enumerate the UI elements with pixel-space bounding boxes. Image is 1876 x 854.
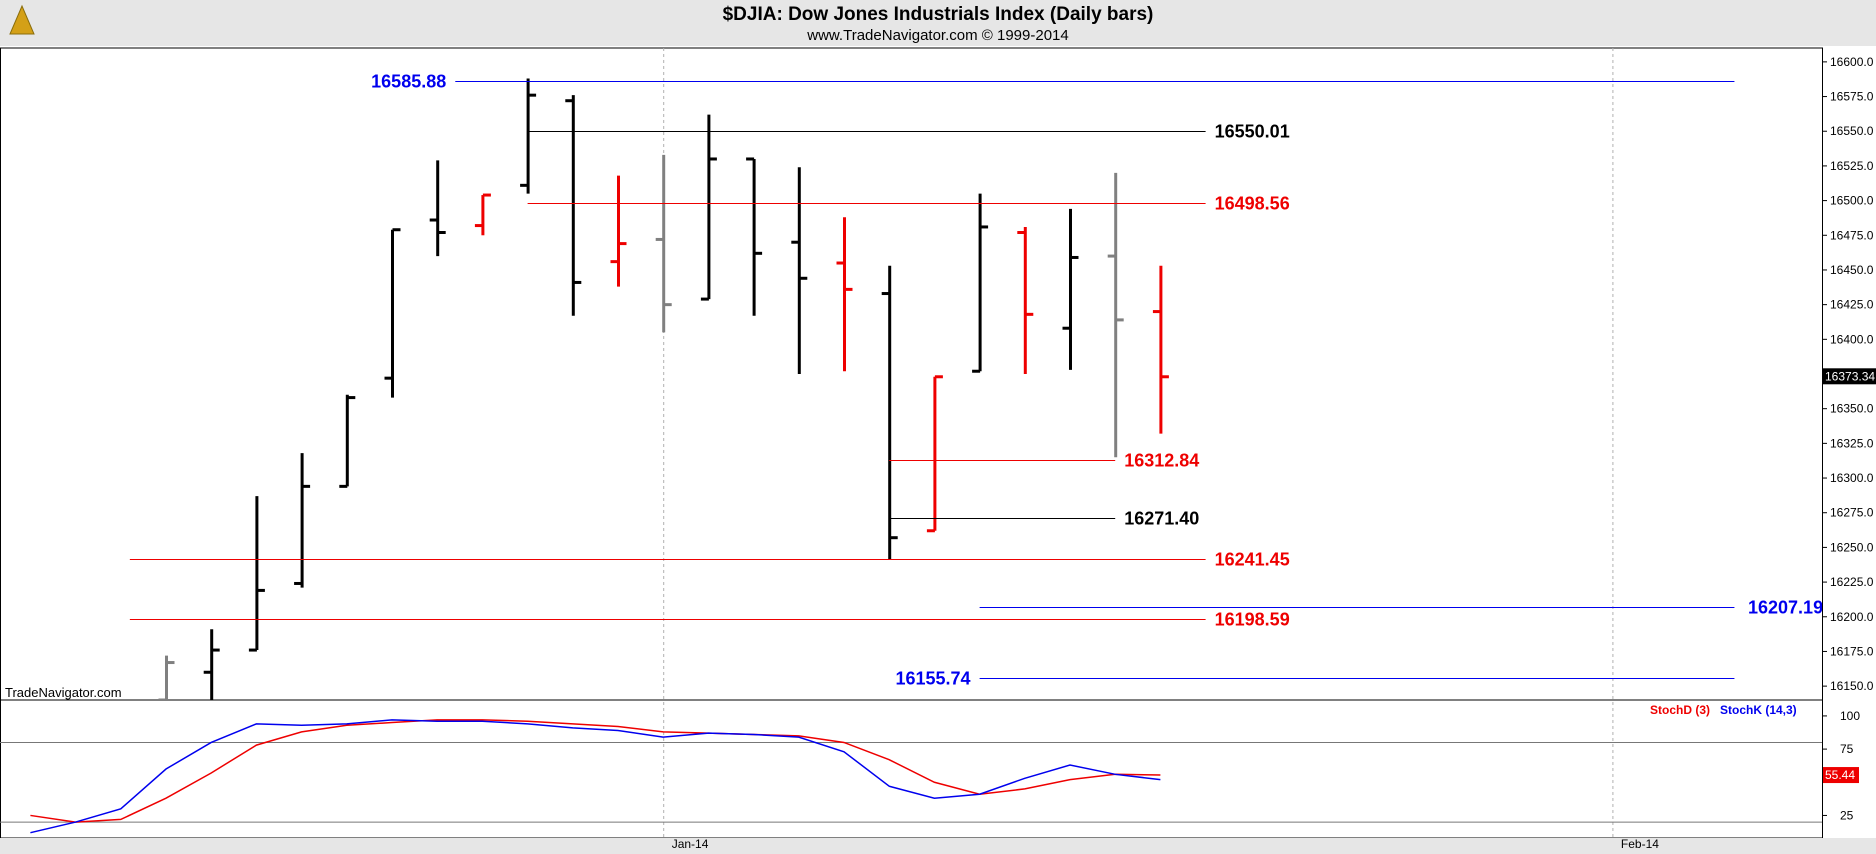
y-tick-label: 16425.0 [1830, 298, 1874, 312]
price-level-label: 16241.45 [1215, 550, 1290, 570]
ohlc-bar [700, 114, 717, 301]
price-level-label: 16312.84 [1124, 451, 1199, 471]
stoch-y-tick-label: 25 [1840, 808, 1854, 822]
y-tick-label: 16350.0 [1830, 402, 1874, 416]
price-level-label: 16498.56 [1215, 194, 1290, 214]
header-band [0, 0, 1876, 46]
ohlc-bar [1107, 172, 1124, 458]
y-tick-label: 16550.0 [1830, 124, 1874, 138]
price-level-label: 16198.59 [1215, 610, 1290, 630]
last-price-badge [1823, 368, 1876, 385]
ohlc-bar [158, 655, 175, 700]
stoch-last-label: 55.44 [1825, 768, 1855, 782]
stoch-legend-entry: StochD (3) [1650, 703, 1710, 717]
ohlc-bar [384, 228, 401, 398]
stoch-series-line [30, 719, 1161, 823]
y-tick-label: 16400.0 [1830, 332, 1874, 346]
ohlc-bar [610, 175, 627, 287]
y-tick-label: 16275.0 [1830, 506, 1874, 520]
ohlc-bar [474, 193, 491, 236]
x-tick-label: Jan-14 [672, 837, 709, 851]
stoch-y-tick-label: 100 [1840, 709, 1860, 723]
x-tick-label: Feb-14 [1621, 837, 1659, 851]
last-price-label: 16373.34 [1825, 369, 1875, 383]
ohlc-bar [294, 453, 311, 588]
price-level-label: 16155.74 [895, 669, 970, 689]
ohlc-bar [520, 78, 537, 194]
y-tick-label: 16450.0 [1830, 263, 1874, 277]
chart-title: $DJIA: Dow Jones Industrials Index (Dail… [723, 4, 1154, 25]
stoch-last-badge [1823, 767, 1859, 784]
stoch-y-tick-label: 75 [1840, 742, 1854, 756]
ohlc-bar [1017, 226, 1034, 374]
ohlc-bar [791, 167, 808, 374]
ohlc-bar [1062, 208, 1079, 370]
price-level-label: 16585.88 [371, 72, 446, 92]
price-bars [158, 78, 1169, 700]
y-tick-label: 16225.0 [1830, 575, 1874, 589]
logo-icon [9, 4, 35, 35]
ohlc-bar [429, 160, 446, 257]
y-tick-label: 16475.0 [1830, 228, 1874, 242]
y-tick-label: 16525.0 [1830, 159, 1874, 173]
ohlc-bar [926, 375, 943, 533]
price-level-label: 16271.40 [1124, 509, 1199, 529]
y-tick-label: 16500.0 [1830, 194, 1874, 208]
stoch-series-line [30, 719, 1161, 834]
price-level-label: 16207.19 [1748, 598, 1823, 618]
ohlc-bar [203, 629, 220, 700]
axis-column [1822, 48, 1876, 838]
ohlc-bar [339, 394, 356, 488]
price-panel-frame [0, 47, 1823, 701]
ohlc-bar [655, 154, 672, 333]
price-level-label: 16550.01 [1215, 122, 1290, 142]
price-levels: 16585.88 16550.01 16498.56 16312.84 16271.40… [129, 72, 1823, 689]
date-band [0, 838, 1876, 854]
ohlc-bar [972, 193, 989, 373]
y-tick-label: 16250.0 [1830, 540, 1874, 554]
stoch-legend-entry: StochK (14,3) [1720, 703, 1797, 717]
axis-layer: Jan-14 Feb-14 16600.0 16575.0 16550.0 16525.0… [672, 55, 1876, 851]
stoch-panel-frame [0, 699, 1823, 839]
chart-subtitle: www.TradeNavigator.com © 1999-2014 [806, 27, 1068, 44]
header: $DJIA: Dow Jones Industrials Index (Dail… [5, 4, 1153, 700]
y-tick-label: 16300.0 [1830, 471, 1874, 485]
watermark-text: TradeNavigator.com [5, 685, 122, 700]
ohlc-bar [881, 265, 898, 560]
y-tick-label: 16600.0 [1830, 55, 1874, 69]
ohlc-bar [746, 157, 763, 316]
ohlc-bar [836, 217, 853, 372]
ohlc-bar [1152, 265, 1169, 434]
y-tick-label: 16325.0 [1830, 436, 1874, 450]
y-tick-label: 16150.0 [1830, 679, 1874, 693]
y-tick-label: 16200.0 [1830, 610, 1874, 624]
y-tick-label: 16575.0 [1830, 90, 1874, 104]
ohlc-bar [248, 496, 265, 652]
stochastic-lines [30, 719, 1161, 834]
y-tick-label: 16175.0 [1830, 644, 1874, 658]
